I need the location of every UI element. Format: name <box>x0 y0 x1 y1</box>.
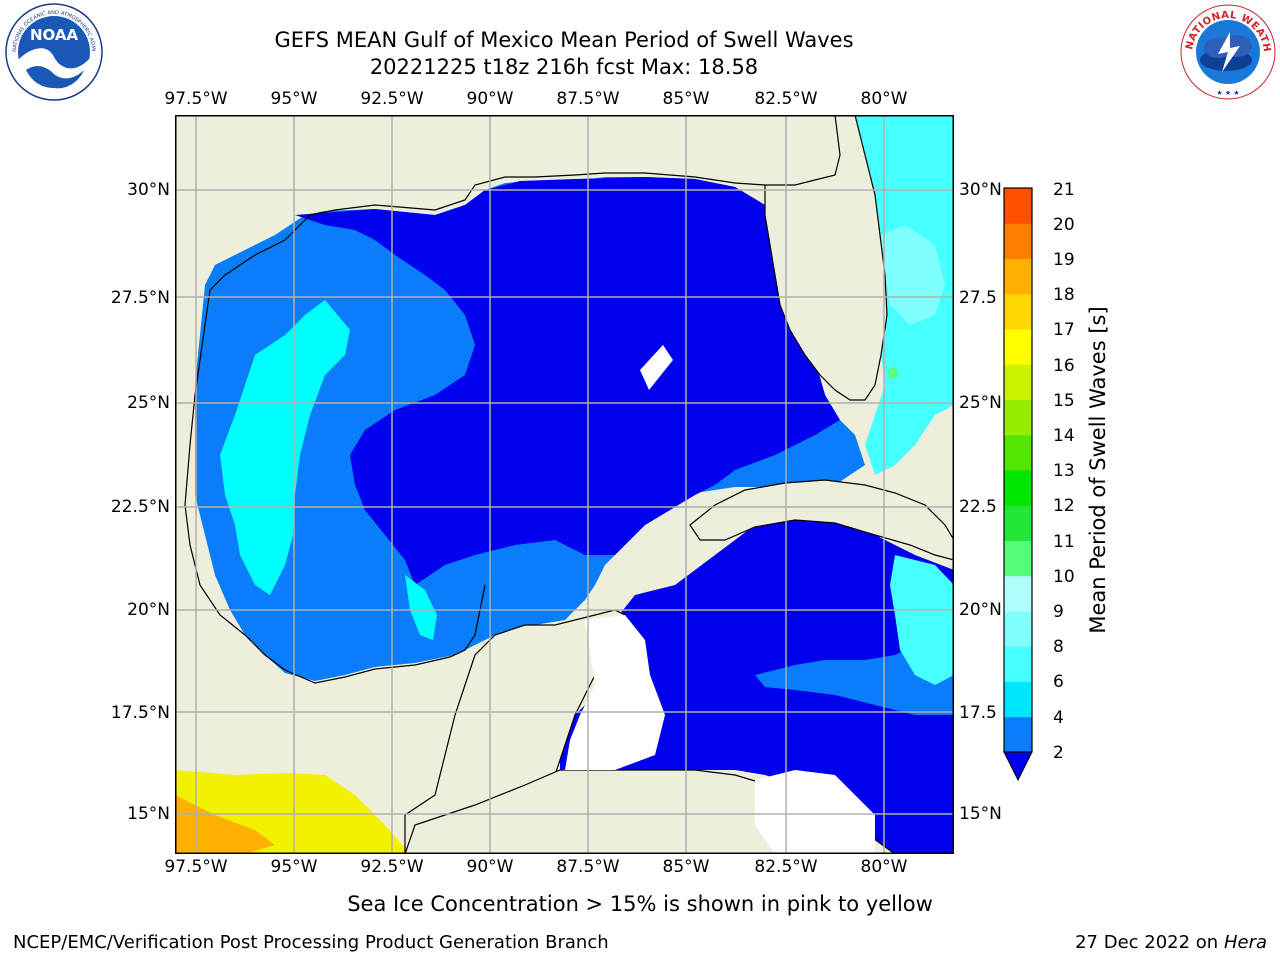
colorbar-segment <box>1004 188 1032 224</box>
colorbar-segment <box>1004 611 1032 647</box>
lon-tick-label: 95°W <box>270 857 318 877</box>
chart-title: GEFS MEAN Gulf of Mexico Mean Period of … <box>274 28 854 52</box>
colorbar-segment <box>1004 434 1032 471</box>
lon-tick-label: 80°W <box>860 857 908 877</box>
footer-date-text: 27 Dec 2022 on <box>1075 932 1219 953</box>
lon-tick-label: 85°W <box>662 89 710 109</box>
nws-logo: NATIONAL WEATHER SERVICE ★ ★ ★ <box>1178 2 1276 100</box>
colorbar-tick: 21 <box>1053 180 1075 200</box>
colorbar-tick: 8 <box>1053 637 1064 657</box>
colorbar-label: Mean Period of Swell Waves [s] <box>1086 306 1110 634</box>
colorbar-tick: 17 <box>1053 320 1075 340</box>
colorbar-tick: 14 <box>1053 426 1075 446</box>
graticule <box>175 115 954 854</box>
colorbar-segment <box>1004 716 1032 753</box>
colorbar-segment <box>1004 540 1032 577</box>
colorbar-segment <box>1004 505 1032 541</box>
noaa-logo-text: NOAA <box>30 26 79 44</box>
lat-tick-label: 17.5°N <box>110 703 170 723</box>
caribbean-water <box>560 510 954 854</box>
no-data-patch <box>755 770 875 854</box>
colorbar-tick: 16 <box>1053 356 1075 376</box>
colorbar-extend-triangle <box>1003 751 1033 782</box>
lat-tick-label: 30°N <box>127 180 170 200</box>
lat-tick-label: 20°N <box>127 600 170 620</box>
colorbar-tick: 18 <box>1053 285 1075 305</box>
lat-tick-label: 15°N <box>959 804 1002 824</box>
lon-tick-label: 97.5°W <box>164 857 228 877</box>
footer-credit: NCEP/EMC/Verification Post Processing Pr… <box>13 932 609 953</box>
lon-tick-label: 92.5°W <box>360 857 424 877</box>
lon-tick-label: 90°W <box>466 857 514 877</box>
lat-tick-label: 25°N <box>959 393 1002 413</box>
caribbean-cyan-patch <box>890 555 954 685</box>
gulf-deep-blue <box>295 177 840 585</box>
lon-tick-label: 87.5°W <box>556 89 620 109</box>
lon-tick-label: 90°W <box>466 89 514 109</box>
colorbar-segment <box>1004 681 1032 718</box>
footer-date: 27 Dec 2022 on Hera <box>1075 932 1267 954</box>
lon-tick-label: 82.5°W <box>754 857 818 877</box>
lat-tick-label: 17.5 <box>959 703 997 723</box>
colorbar-tick: 2 <box>1053 743 1064 763</box>
colorbar-segment <box>1004 329 1032 365</box>
cuba-land <box>689 479 954 561</box>
chart-subtitle: 20221225 t18z 216h fcst Max: 18.58 <box>369 55 759 79</box>
noaa-logo: NOAA NATIONAL OCEANIC AND ATMOSPHERIC AD… <box>4 2 103 101</box>
lon-tick-label: 85°W <box>662 857 710 877</box>
footer-host: Hera <box>1223 932 1267 953</box>
lon-tick-label: 92.5°W <box>360 89 424 109</box>
lat-tick-label: 15°N <box>127 804 170 824</box>
colorbar <box>1003 187 1033 782</box>
florida-land <box>764 115 888 401</box>
atlantic-green-patch <box>887 366 899 380</box>
colorbar-segment <box>1004 646 1032 682</box>
lat-tick-label: 27.5°N <box>110 288 170 308</box>
lat-tick-label: 22.5 <box>959 497 997 517</box>
map-panel <box>175 115 954 854</box>
lat-tick-label: 22.5°N <box>110 497 170 517</box>
colorbar-tick: 11 <box>1053 532 1075 552</box>
colorbar-tick: 6 <box>1053 672 1064 692</box>
lat-tick-label: 27.5 <box>959 288 997 308</box>
gulf-cyan-patch <box>405 575 437 640</box>
colorbar-frame <box>1003 187 1033 753</box>
lon-tick-label: 87.5°W <box>556 857 620 877</box>
mexico-gulf-coastline <box>184 504 486 684</box>
no-data-patch <box>565 615 665 770</box>
colorbar-segment <box>1004 223 1032 259</box>
lat-tick-label: 20°N <box>959 600 1002 620</box>
colorbar-segment <box>1004 399 1032 436</box>
colorbar-segment <box>1004 364 1032 400</box>
us-gulf-coastline <box>184 172 766 506</box>
colorbar-segment <box>1004 575 1032 612</box>
colorbar-tick: 13 <box>1053 461 1075 481</box>
lon-tick-label: 97.5°W <box>164 89 228 109</box>
colorbar-tick: 20 <box>1053 215 1075 235</box>
sea-ice-note: Sea Ice Concentration > 15% is shown in … <box>347 892 933 916</box>
map-frame <box>175 115 954 854</box>
no-data-patch <box>640 345 673 390</box>
lon-tick-label: 82.5°W <box>754 89 818 109</box>
lon-tick-label: 95°W <box>270 89 318 109</box>
colorbar-tick: 9 <box>1053 602 1064 622</box>
colorbar-segment <box>1004 470 1032 506</box>
colorbar-segment <box>1004 293 1032 330</box>
lon-tick-label: 80°W <box>860 89 908 109</box>
gulf-cyan-band <box>220 300 350 595</box>
colorbar-tick: 10 <box>1053 567 1075 587</box>
pacific-orange-patch <box>175 795 275 854</box>
atlantic-light-cyan <box>880 225 945 325</box>
colorbar-tick: 12 <box>1053 496 1075 516</box>
colorbar-tick: 19 <box>1053 250 1075 270</box>
colorbar-tick: 4 <box>1053 708 1064 728</box>
lat-tick-label: 30°N <box>959 180 1002 200</box>
colorbar-tick: 15 <box>1053 391 1075 411</box>
lat-tick-label: 25°N <box>127 393 170 413</box>
yucatan-land <box>404 609 626 854</box>
colorbar-segment <box>1004 258 1032 295</box>
star-icon: ★ ★ ★ <box>1216 89 1239 97</box>
